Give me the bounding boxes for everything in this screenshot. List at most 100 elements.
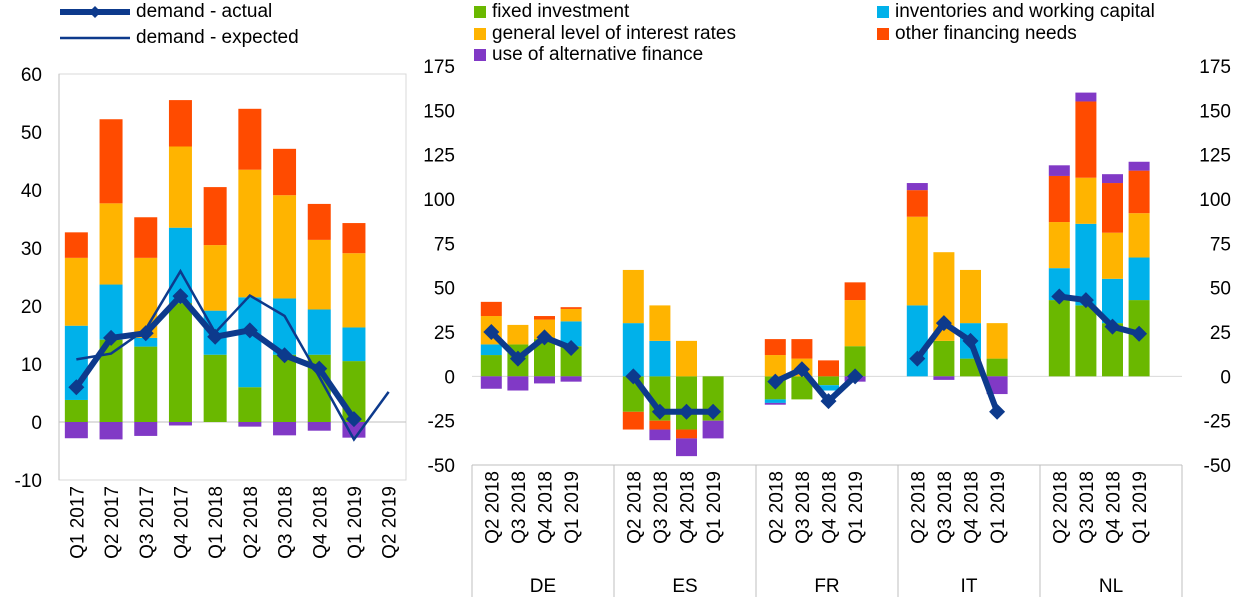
left-x-tick-label: Q2 2017: [102, 486, 123, 559]
right-bar-ES-1-seg-3: [649, 420, 671, 430]
left-y-tick-label: 20: [21, 297, 42, 318]
right-x-tick-label: Q3 2018: [509, 471, 530, 544]
left-bar-3-seg-2: [168, 146, 192, 228]
demand-actual-marker: [483, 324, 500, 340]
left-x-tick-label: Q2 2018: [241, 486, 262, 559]
left-bar-6-seg-0: [273, 354, 297, 422]
right-bar-IT-1-seg-0: [933, 340, 955, 377]
right-x-tick-label: Q1 2019: [846, 471, 867, 544]
demand-actual-marker: [847, 368, 864, 385]
right-y-tick-label-right: 175: [1199, 57, 1231, 78]
demand-actual-marker: [1051, 288, 1068, 305]
right-y-tick-label-left: 150: [423, 101, 455, 122]
left-bar-3-seg-3: [168, 100, 192, 147]
right-bar-DE-3-seg-4: [560, 376, 582, 382]
demand-actual-marker: [172, 288, 189, 305]
left-bar-2-seg-0: [134, 346, 158, 422]
right-bar-DE-3-seg-0: [560, 346, 582, 377]
demand-actual-marker: [345, 411, 362, 428]
right-y-tick-label-left: -25: [428, 412, 455, 433]
right-bar-FR-0-seg-4: [764, 402, 786, 405]
right-bar-FR-0-seg-3: [764, 339, 786, 356]
demand-expected-legend-line: [60, 36, 130, 40]
right-x-tick-label: Q2 2018: [1050, 471, 1071, 544]
demand-actual-marker: [767, 373, 784, 390]
right-x-tick-label: Q2 2018: [908, 471, 929, 544]
demand-actual-marker: [103, 329, 120, 346]
left-bar-0-seg-3: [64, 232, 88, 258]
legend-label: other financing needs: [895, 23, 1077, 44]
right-bar-DE-2-seg-3: [534, 316, 555, 320]
right-bar-IT-3-seg-0: [986, 358, 1008, 377]
right-bar-FR-0-seg-1: [764, 399, 786, 403]
left-bar-1-seg-4: [99, 422, 123, 440]
right-bar-IT-0-seg-2: [906, 216, 928, 306]
legend-item-fixed-investment: fixed investment: [474, 1, 629, 23]
left-y-tick-label: 0: [31, 413, 42, 434]
legend-item-interest-rates: general level of interest rates: [474, 23, 736, 45]
right-bar-FR-2-seg-0: [818, 376, 839, 386]
right-y-tick-label-right: 150: [1199, 101, 1231, 122]
left-bar-3-seg-4: [168, 422, 192, 426]
right-bar-DE-2-seg-0: [534, 339, 555, 377]
legend-swatch: [474, 6, 486, 18]
demand-actual-marker: [909, 350, 926, 367]
right-bar-NL-0-seg-3: [1048, 175, 1070, 223]
demand-actual-marker: [311, 360, 328, 377]
left-bar-2-seg-3: [134, 217, 158, 258]
country-label: IT: [961, 576, 978, 597]
right-bar-NL-1-seg-2: [1075, 177, 1097, 224]
right-bar-FR-3-seg-2: [844, 300, 866, 347]
left-bar-7-seg-1: [307, 309, 331, 355]
right-x-tick-label: Q4 2018: [1104, 471, 1125, 544]
left-bar-6-seg-2: [273, 195, 297, 299]
left-bar-1-seg-3: [99, 119, 123, 204]
left-bar-5-seg-1: [238, 297, 262, 388]
right-bar-NL-2-seg-1: [1102, 278, 1123, 324]
right-bar-FR-2-seg-3: [818, 360, 839, 377]
right-bar-ES-0-seg-1: [622, 323, 644, 377]
right-bar-NL-0-seg-0: [1048, 300, 1070, 377]
country-label: ES: [672, 576, 697, 597]
right-x-tick-label: Q2 2018: [766, 471, 787, 544]
right-bar-IT-3-seg-2: [986, 323, 1008, 359]
demand-actual-marker: [651, 403, 668, 420]
right-bar-ES-2-seg-4: [676, 438, 697, 457]
demand-actual-line: [489, 329, 573, 362]
right-bar-NL-2-seg-3: [1102, 183, 1123, 233]
legend-item-inventories: inventories and working capital: [877, 1, 1155, 23]
right-y-tick-label-right: 0: [1220, 367, 1231, 388]
legend-swatch: [877, 6, 889, 18]
right-bar-IT-2-seg-2: [960, 269, 981, 324]
left-bar-5-seg-3: [238, 108, 262, 170]
legend-label: inventories and working capital: [895, 1, 1155, 22]
demand-actual-marker: [793, 361, 810, 378]
left-bar-1-seg-0: [99, 339, 123, 422]
country-label: FR: [814, 576, 839, 597]
right-x-tick-label: Q1 2019: [562, 471, 583, 544]
right-bar-FR-1-seg-3: [791, 339, 813, 359]
right-bar-FR-1-seg-0: [791, 376, 813, 400]
right-y-tick-label-left: 75: [434, 234, 455, 255]
right-bar-ES-1-seg-1: [649, 340, 671, 377]
right-bar-IT-1-seg-4: [933, 376, 955, 380]
left-y-tick-label: -10: [15, 471, 42, 492]
left-x-tick-label: Q4 2018: [310, 486, 331, 559]
left-x-tick-label: Q3 2017: [137, 486, 158, 559]
left-bar-5-seg-4: [238, 422, 262, 427]
left-bar-8-seg-3: [342, 223, 366, 254]
left-bar-2-seg-4: [134, 422, 158, 436]
right-bar-NL-1-seg-4: [1075, 92, 1097, 102]
right-x-tick-label: Q4 2018: [678, 471, 699, 544]
right-bar-NL-3-seg-4: [1128, 161, 1150, 171]
right-bar-NL-0-seg-2: [1048, 222, 1070, 269]
right-bar-ES-0-seg-3: [622, 411, 644, 430]
left-x-tick-label: Q1 2018: [206, 486, 227, 559]
demand-actual-marker: [705, 403, 722, 420]
legend-label: fixed investment: [492, 1, 630, 22]
demand-actual-marker: [1131, 325, 1148, 342]
right-bar-IT-1-seg-2: [933, 252, 955, 341]
right-x-tick-label: Q1 2019: [988, 471, 1009, 544]
right-x-tick-label: Q3 2018: [935, 471, 956, 544]
